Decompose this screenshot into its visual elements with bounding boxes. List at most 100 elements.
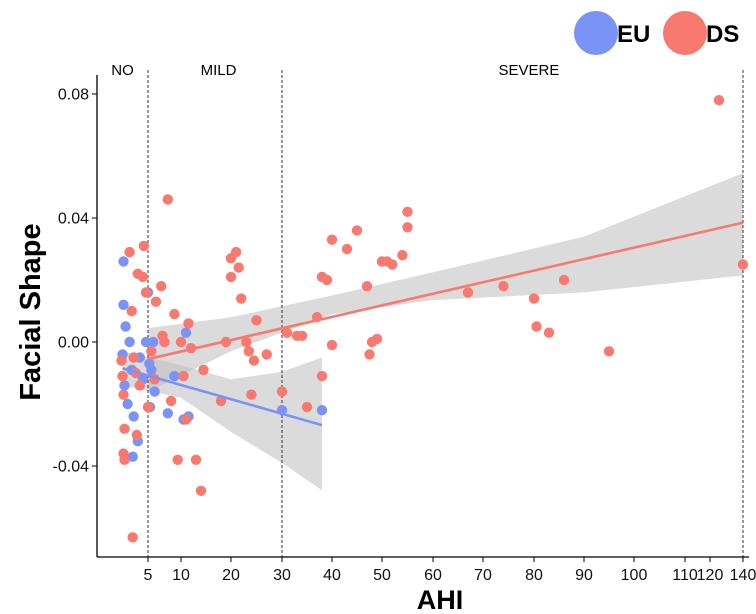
fit-lines bbox=[122, 221, 744, 427]
point-ds bbox=[402, 206, 413, 217]
x-tick-label: 80 bbox=[525, 567, 543, 584]
point-ds bbox=[528, 293, 540, 304]
axes bbox=[96, 75, 749, 558]
band-ds bbox=[148, 173, 743, 392]
point-ds bbox=[131, 429, 142, 441]
x-tick-label: 10 bbox=[172, 567, 190, 584]
point-ds bbox=[116, 355, 127, 366]
region-labels: NO MILD SEVERE bbox=[111, 62, 559, 79]
x-axis-title: AHI bbox=[417, 585, 464, 614]
point-ds bbox=[498, 281, 509, 292]
point-ds bbox=[124, 246, 135, 258]
point-eu bbox=[118, 256, 129, 267]
point-ds bbox=[361, 281, 373, 292]
point-ds bbox=[737, 259, 749, 270]
point-ds bbox=[225, 271, 237, 283]
point-ds bbox=[198, 364, 209, 376]
point-eu bbox=[148, 336, 159, 348]
fit-line-ds bbox=[147, 221, 744, 361]
point-ds bbox=[321, 274, 333, 286]
legend: EU DS bbox=[574, 11, 739, 55]
region-label: SEVERE bbox=[498, 62, 559, 79]
point-ds bbox=[162, 194, 173, 205]
y-tick-label: -0.04 bbox=[53, 459, 90, 476]
point-ds bbox=[364, 349, 375, 360]
point-ds bbox=[316, 370, 328, 382]
region-dividers bbox=[147, 70, 744, 557]
x-tick-label: 20 bbox=[222, 567, 240, 584]
point-ds bbox=[146, 346, 157, 357]
point-ds bbox=[603, 346, 615, 357]
point-ds bbox=[159, 336, 170, 348]
point-eu bbox=[124, 336, 135, 348]
point-ds bbox=[233, 262, 244, 273]
point-ds bbox=[178, 370, 189, 382]
point-eu bbox=[169, 370, 180, 382]
point-ds bbox=[397, 250, 408, 261]
point-ds bbox=[371, 333, 383, 345]
point-ds bbox=[402, 222, 413, 233]
point-eu bbox=[316, 405, 328, 416]
point-eu bbox=[119, 380, 130, 391]
point-ds bbox=[140, 287, 152, 298]
point-ds bbox=[326, 234, 338, 245]
point-ds bbox=[126, 305, 137, 317]
point-ds bbox=[119, 454, 130, 465]
point-ds bbox=[190, 454, 202, 465]
point-ds bbox=[165, 395, 177, 407]
point-ds bbox=[230, 246, 242, 258]
point-ds bbox=[341, 243, 353, 255]
x-tick-label: 60 bbox=[424, 567, 442, 584]
x-tick-label: 110 bbox=[672, 567, 698, 584]
region-label: MILD bbox=[201, 62, 237, 79]
point-eu bbox=[140, 336, 152, 348]
point-ds bbox=[462, 287, 474, 298]
band-eu bbox=[122, 351, 322, 491]
legend-swatch-eu bbox=[574, 11, 618, 55]
x-tick-label: 30 bbox=[273, 567, 291, 584]
point-ds bbox=[387, 259, 398, 270]
x-tick-label: 40 bbox=[323, 567, 341, 584]
legend-label-ds: DS bbox=[706, 21, 739, 48]
point-eu bbox=[149, 386, 160, 397]
point-ds bbox=[296, 330, 308, 341]
point-ds bbox=[281, 327, 293, 338]
legend-swatch-ds bbox=[663, 11, 707, 55]
point-ds bbox=[150, 296, 162, 307]
point-ds bbox=[127, 532, 138, 543]
point-ds bbox=[142, 401, 154, 413]
x-tick-label: 50 bbox=[373, 567, 391, 584]
x-tick-label: 100 bbox=[621, 567, 648, 584]
y-tick-label: 0.00 bbox=[58, 335, 89, 352]
point-ds bbox=[558, 274, 570, 286]
point-eu bbox=[128, 411, 139, 422]
point-eu bbox=[120, 321, 131, 332]
point-ds bbox=[243, 346, 254, 357]
point-ds bbox=[301, 401, 313, 413]
point-ds bbox=[118, 389, 129, 400]
fit-line-eu bbox=[122, 367, 323, 427]
point-eu bbox=[180, 327, 192, 338]
point-ds bbox=[117, 370, 128, 382]
x-tick-label: 5 bbox=[144, 567, 153, 584]
point-ds bbox=[261, 349, 272, 360]
point-ds bbox=[134, 380, 145, 391]
point-ds bbox=[713, 95, 725, 106]
point-ds bbox=[156, 281, 167, 292]
point-ds bbox=[276, 386, 288, 397]
x-tick-label: 140 bbox=[730, 567, 756, 584]
point-ds bbox=[326, 339, 338, 351]
point-ds bbox=[172, 454, 183, 465]
point-ds bbox=[531, 321, 542, 332]
point-ds bbox=[195, 485, 207, 496]
point-ds bbox=[175, 336, 187, 348]
point-ds bbox=[169, 308, 180, 320]
y-tick-label: 0.04 bbox=[58, 211, 89, 228]
y-tick-label: 0.08 bbox=[58, 87, 89, 104]
y-axis-ticks: -0.04 0.00 0.04 0.08 bbox=[53, 87, 97, 476]
point-ds bbox=[138, 240, 150, 252]
point-ds bbox=[128, 352, 139, 363]
point-eu bbox=[127, 451, 138, 462]
data-points bbox=[116, 95, 749, 543]
